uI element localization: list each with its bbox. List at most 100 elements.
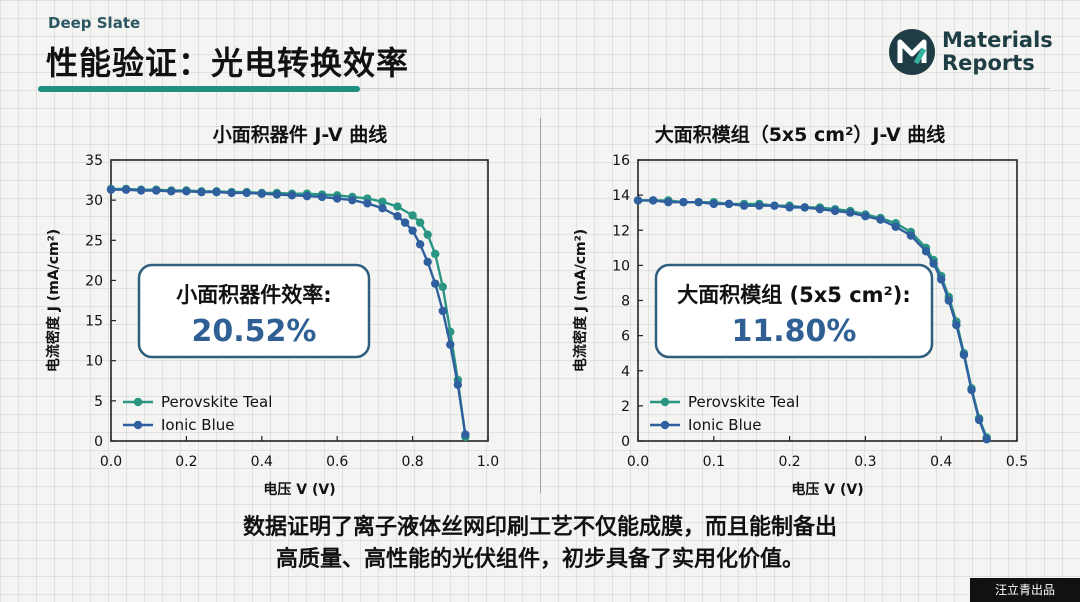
plot-frame — [110, 159, 489, 442]
y-tick-label: 6 — [621, 329, 630, 345]
series-point-1 — [408, 226, 417, 235]
legend-marker-1 — [660, 420, 670, 430]
logo-line-1: Materials — [942, 28, 1053, 52]
series-point-1 — [227, 188, 236, 198]
x-tick-label: 0.5 — [1006, 454, 1028, 470]
legend-label: Perovskite Teal — [688, 393, 799, 411]
legend-label: Ionic Blue — [688, 416, 761, 434]
y-tick-label: 35 — [85, 153, 103, 169]
series-point-1 — [431, 279, 440, 288]
series-point-0 — [393, 202, 402, 211]
conclusion-caption: 数据证明了离子液体丝网印刷工艺不仅能成膜，而且能制备出 高质量、高性能的光伏组件… — [0, 512, 1080, 576]
x-tick-label: 1.0 — [477, 454, 499, 470]
series-point-1 — [739, 201, 749, 210]
series-point-1 — [959, 350, 969, 360]
y-tick-label: 2 — [621, 399, 630, 415]
efficiency-value: 11.80% — [732, 314, 857, 349]
series-point-1 — [136, 186, 146, 195]
efficiency-value: 20.52% — [192, 314, 317, 349]
series-point-1 — [815, 204, 825, 214]
y-tick-label: 25 — [85, 233, 103, 249]
series-point-1 — [333, 194, 342, 203]
logo-m-icon — [889, 29, 935, 75]
series-line-1 — [638, 199, 988, 440]
series-point-1 — [446, 340, 455, 349]
series-point-1 — [937, 275, 946, 284]
series-point-1 — [423, 257, 432, 267]
series-point-1 — [415, 240, 425, 249]
chart-title: 小面积器件 J-V 曲线 — [213, 123, 388, 146]
series-point-0 — [423, 230, 432, 239]
series-point-1 — [974, 415, 984, 425]
legend-marker-1 — [133, 420, 143, 430]
chart-divider — [540, 118, 541, 493]
series-point-1 — [944, 296, 953, 305]
y-tick-label: 0 — [94, 434, 103, 450]
x-axis-label: 电压 V (V) — [263, 481, 335, 498]
series-point-1 — [378, 203, 387, 213]
logo-line-2: Reports — [942, 51, 1035, 75]
series-point-1 — [891, 222, 900, 231]
x-tick-label: 0.0 — [627, 454, 649, 470]
series-point-1 — [197, 187, 206, 197]
series-point-1 — [982, 435, 991, 444]
legend-label: Perovskite Teal — [161, 393, 272, 411]
series-point-1 — [929, 259, 938, 268]
title-divider-line — [360, 88, 1050, 89]
y-axis-label: 电流密度 J (mA/cm²) — [572, 229, 589, 372]
series-point-1 — [393, 212, 402, 221]
y-tick-label: 4 — [621, 364, 630, 380]
x-tick-label: 0.1 — [703, 454, 725, 470]
y-tick-label: 8 — [621, 294, 630, 310]
y-tick-label: 15 — [85, 314, 103, 330]
series-point-1 — [363, 199, 372, 208]
series-point-1 — [287, 191, 297, 200]
series-point-0 — [415, 218, 425, 227]
y-tick-label: 10 — [612, 258, 630, 274]
series-point-1 — [785, 203, 794, 212]
series-point-1 — [453, 380, 463, 389]
series-point-1 — [648, 196, 658, 205]
series-point-1 — [770, 201, 779, 210]
y-tick-label: 16 — [612, 153, 630, 169]
series-point-0 — [431, 249, 440, 259]
series-point-1 — [348, 195, 357, 205]
series-point-1 — [906, 231, 916, 240]
series-point-1 — [106, 185, 116, 194]
logo-text: Materials Reports — [942, 29, 1053, 75]
x-axis-label: 电压 V (V) — [791, 481, 863, 498]
x-tick-label: 0.6 — [326, 454, 348, 470]
x-tick-label: 0.4 — [930, 454, 952, 470]
series-point-1 — [755, 201, 764, 210]
y-tick-label: 20 — [85, 273, 103, 289]
series-point-1 — [724, 199, 734, 209]
series-point-1 — [664, 197, 673, 207]
series-point-1 — [438, 306, 447, 316]
y-tick-label: 30 — [85, 193, 103, 209]
series-point-1 — [633, 196, 643, 205]
efficiency-label: 大面积模组 (5x5 cm²): — [677, 283, 911, 307]
series-point-1 — [400, 218, 410, 227]
caption-line-2: 高质量、高性能的光伏组件，初步具备了实用化价值。 — [275, 547, 804, 572]
series-point-1 — [876, 215, 885, 224]
x-tick-label: 0.0 — [100, 454, 122, 470]
series-point-1 — [694, 197, 703, 207]
brand-label: Deep Slate — [48, 14, 141, 32]
series-point-0 — [378, 197, 387, 206]
series-point-1 — [152, 186, 161, 195]
series-point-1 — [212, 187, 221, 197]
series-point-1 — [921, 247, 931, 256]
caption-line-1: 数据证明了离子液体丝网印刷工艺不仅能成膜，而且能制备出 — [242, 515, 837, 540]
y-tick-label: 12 — [612, 223, 630, 239]
series-point-1 — [830, 206, 840, 216]
series-point-0 — [438, 282, 447, 292]
author-watermark: 汪立青出品 — [970, 578, 1080, 602]
series-point-1 — [257, 189, 266, 198]
x-tick-label: 0.3 — [854, 454, 876, 470]
series-point-1 — [461, 430, 470, 439]
legend-marker-0 — [660, 397, 670, 407]
series-point-1 — [861, 212, 870, 221]
series-point-1 — [317, 192, 327, 202]
